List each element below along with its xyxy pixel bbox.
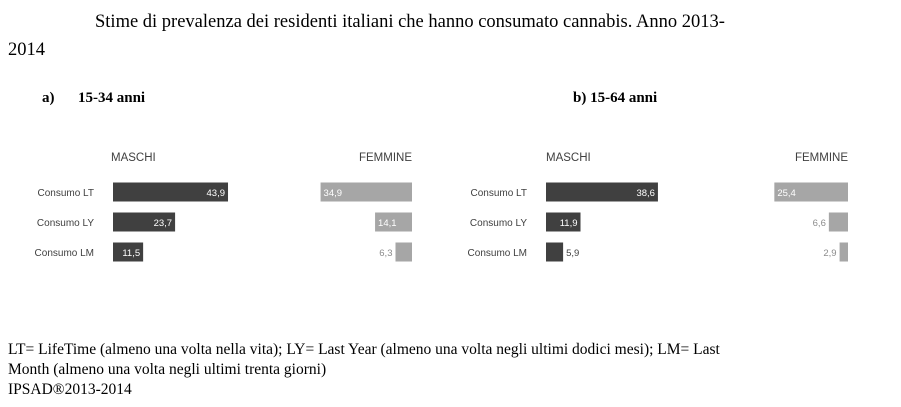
panel-b-label: b) 15-64 anni — [573, 90, 657, 107]
panel-b-letter: b) — [573, 90, 587, 106]
bar-male — [546, 242, 564, 262]
data-label-male: 43,9 — [207, 188, 226, 199]
bar-male — [546, 182, 658, 202]
chart-title-line1: Stime di prevalenza dei residenti italia… — [95, 12, 725, 32]
category-label: Consumo LY — [37, 218, 94, 229]
category-label: Consumo LT — [470, 188, 527, 199]
panel-b-title: 15-64 anni — [590, 90, 658, 106]
bar-male — [113, 212, 176, 232]
series-header-female: FEMMINE — [359, 152, 412, 164]
footnote-line1: LT= LifeTime (almeno una volta nella vit… — [8, 341, 720, 358]
chart-title-line2: 2014 — [8, 40, 45, 60]
data-label-female: 6,6 — [813, 218, 826, 229]
bar-female — [375, 212, 412, 232]
data-label-female: 14,1 — [378, 218, 397, 229]
bar-female — [839, 242, 848, 262]
category-label: Consumo LM — [468, 248, 527, 259]
category-label: Consumo LY — [470, 218, 527, 229]
category-label: Consumo LM — [35, 248, 94, 259]
data-label-male: 11,9 — [560, 218, 578, 229]
bar-female — [320, 182, 412, 202]
data-label-male: 38,6 — [636, 188, 655, 199]
bar-female — [828, 212, 848, 232]
series-header-male: MASCHI — [111, 152, 156, 164]
bar-female — [395, 242, 412, 262]
bar-male — [546, 212, 581, 232]
data-label-female: 34,9 — [324, 188, 343, 199]
data-label-male: 23,7 — [154, 218, 173, 229]
data-label-male: 11,5 — [122, 248, 140, 259]
data-label-female: 2,9 — [823, 248, 836, 259]
data-label-male: 5,9 — [566, 248, 579, 259]
data-label-female: 25,4 — [777, 188, 796, 199]
panel-a-label: a) 15-34 anni — [42, 90, 145, 107]
bar-male — [113, 182, 229, 202]
bar-male — [113, 242, 144, 262]
chart-15-64: MASCHI FEMMINE Consumo LT 38,6 25,4 Consumo L… — [468, 152, 848, 262]
data-label-female: 6,3 — [379, 248, 392, 259]
chart-15-34: MASCHI FEMMINE Consumo LT 43,9 34,9 Consumo L… — [35, 152, 412, 262]
footnote-source: IPSAD®2013-2014 — [8, 381, 132, 398]
panel-a-letter: a) — [42, 90, 55, 106]
series-header-female: FEMMINE — [795, 152, 848, 164]
panel-a-title: 15-34 anni — [78, 90, 146, 106]
footnote-line2: Month (almeno una volta negli ultimi tre… — [8, 361, 327, 378]
category-label: Consumo LT — [37, 188, 94, 199]
series-header-male: MASCHI — [546, 152, 591, 164]
bar-female — [774, 182, 848, 202]
